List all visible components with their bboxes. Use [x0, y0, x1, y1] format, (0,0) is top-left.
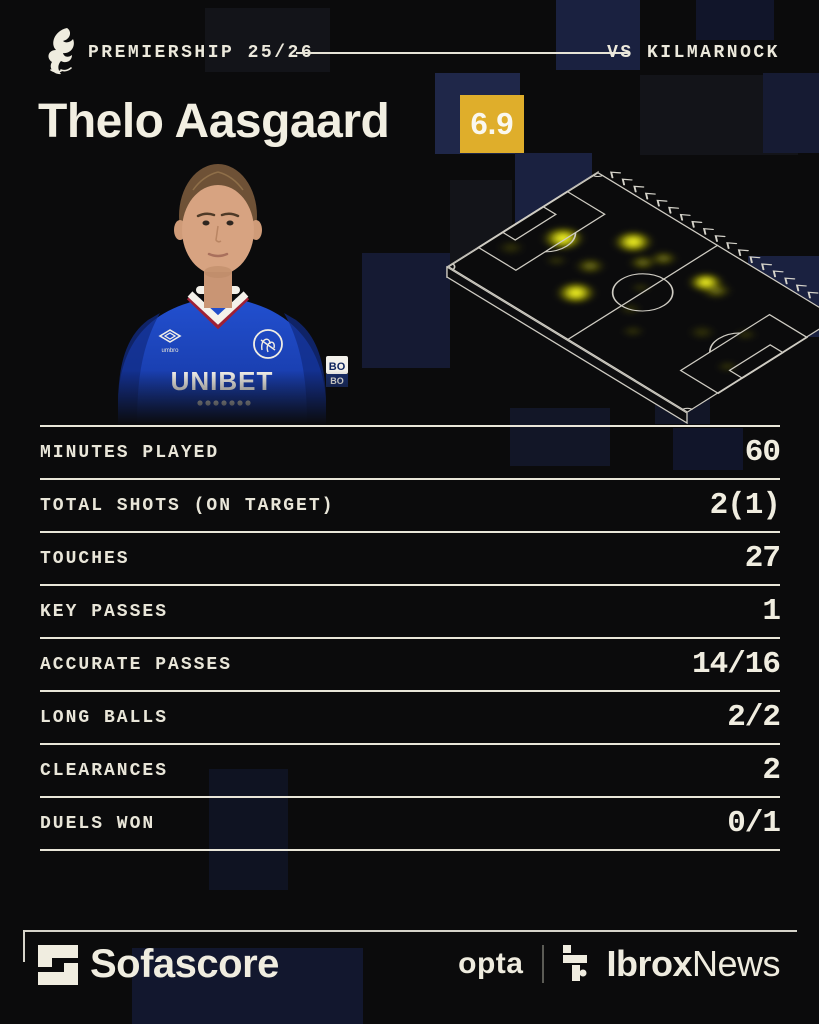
- stat-value: 14/16: [691, 647, 781, 682]
- footer-divider-tick: [23, 930, 25, 962]
- ibrox-gate-icon: [563, 945, 588, 981]
- stat-row: DUELS WON 0/1: [40, 798, 781, 851]
- bg-block: [696, 0, 774, 40]
- opponent-label: VS KILMARNOCK: [607, 43, 780, 63]
- stat-label: DUELS WON: [40, 813, 156, 834]
- rating-badge: 6.9: [460, 95, 524, 153]
- bg-block: [673, 428, 743, 470]
- opta-logo: opta: [458, 947, 524, 980]
- stat-label: KEY PASSES: [40, 601, 169, 622]
- stat-label: TOUCHES: [40, 548, 130, 569]
- ibrox-news-wordmark: IbroxNews: [606, 943, 780, 984]
- stat-label: CLEARANCES: [40, 760, 169, 781]
- header-divider-line: [296, 52, 628, 54]
- footer-divider-line: [23, 930, 797, 932]
- stat-label: MINUTES PLAYED: [40, 442, 220, 463]
- sofascore-wordmark: Sofascore: [90, 942, 279, 986]
- stats-table: MINUTES PLAYED 60 TOTAL SHOTS (ON TARGET…: [40, 425, 781, 851]
- sofascore-logo: Sofascore: [38, 942, 279, 987]
- sofascore-icon: [38, 944, 78, 985]
- attack-direction-chevrons: [610, 171, 819, 299]
- stat-value: 27: [744, 541, 781, 576]
- bg-block: [132, 948, 363, 1024]
- premiership-thistle-icon: [48, 28, 74, 75]
- stat-label: ACCURATE PASSES: [40, 654, 233, 675]
- stat-row: TOUCHES 27: [40, 533, 781, 586]
- svg-text:umbro: umbro: [161, 348, 179, 354]
- club-crest: [253, 329, 283, 359]
- bg-block: [556, 0, 640, 70]
- stat-row: CLEARANCES 2: [40, 745, 781, 798]
- credits: opta IbroxNews: [458, 941, 780, 987]
- stat-row: MINUTES PLAYED 60: [40, 427, 781, 480]
- stat-value: 0/1: [727, 806, 781, 841]
- stat-value: 1: [762, 594, 781, 629]
- bg-block: [763, 73, 819, 153]
- competition-label: PREMIERSHIP 25/26: [88, 43, 315, 63]
- stat-label: TOTAL SHOTS (ON TARGET): [40, 495, 335, 516]
- collar-white: [187, 291, 249, 325]
- stat-value: 2(1): [709, 488, 781, 523]
- stat-value: 2: [762, 753, 781, 788]
- stat-row: TOTAL SHOTS (ON TARGET) 2(1): [40, 480, 781, 533]
- umbro-logo: umbro: [158, 329, 182, 354]
- stat-value: 2/2: [727, 700, 781, 735]
- bg-block: [205, 8, 330, 72]
- player-photo: umbro UNIBET BO BO: [100, 164, 350, 425]
- credits-divider: [542, 945, 545, 983]
- stat-label: LONG BALLS: [40, 707, 169, 728]
- stat-row: LONG BALLS 2/2: [40, 692, 781, 745]
- bg-block: [362, 253, 450, 368]
- stat-value: 60: [744, 435, 781, 470]
- stat-row: KEY PASSES 1: [40, 586, 781, 639]
- player-name: Thelo Aasgaard: [38, 95, 390, 148]
- stat-row: ACCURATE PASSES 14/16: [40, 639, 781, 692]
- bg-block: [209, 769, 288, 890]
